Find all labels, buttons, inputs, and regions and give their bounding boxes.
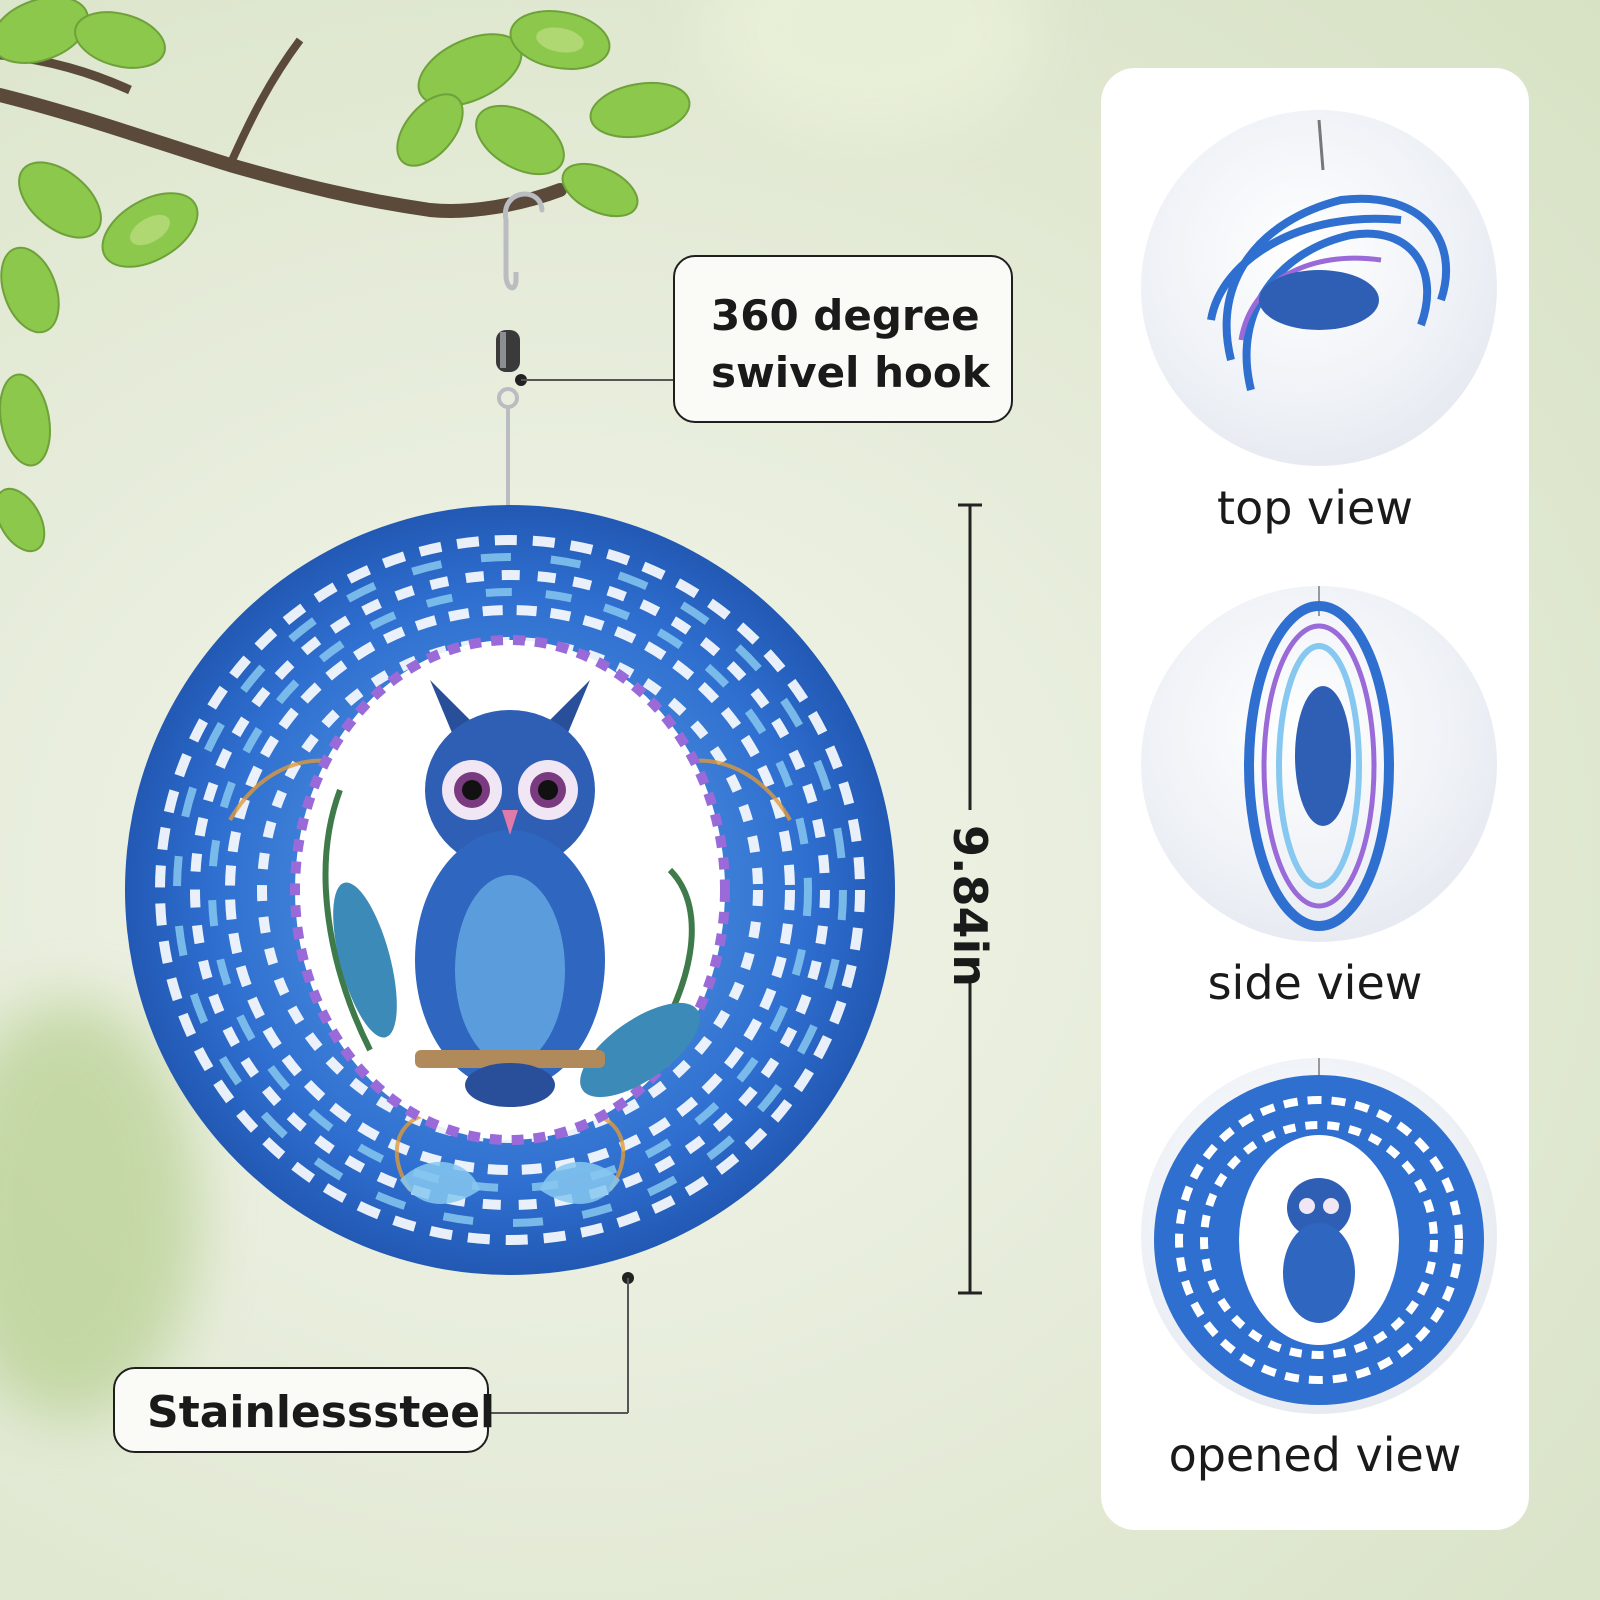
opened-view-image bbox=[1141, 1058, 1497, 1414]
callout-hook-line2: swivel hook bbox=[711, 348, 990, 397]
height-dimension-line bbox=[958, 503, 982, 1295]
spinner-lower-waves bbox=[400, 1161, 620, 1204]
blurred-foliage-bottom-left bbox=[0, 1000, 200, 1420]
branch bbox=[0, 88, 567, 218]
height-dimension-label: 9.84in bbox=[943, 825, 997, 988]
material-connector-line bbox=[480, 1272, 634, 1414]
material-callout: Stainlesssteel bbox=[113, 1367, 495, 1453]
callout-hook-line1: 360 degree bbox=[711, 291, 980, 340]
material-label: Stainlesssteel bbox=[147, 1387, 496, 1438]
opened-view-label: opened view bbox=[1168, 1428, 1462, 1482]
swivel-hook bbox=[496, 191, 545, 510]
side-view-label: side view bbox=[1207, 956, 1423, 1010]
swivel-hook-callout: 360 degree swivel hook bbox=[673, 255, 1013, 423]
owl-figure bbox=[322, 680, 700, 1107]
top-view-label: top view bbox=[1217, 481, 1413, 535]
owl-wind-spinner bbox=[125, 505, 895, 1275]
hook-connector-line bbox=[515, 374, 675, 386]
side-view-image bbox=[1141, 586, 1497, 942]
top-view-image bbox=[1141, 110, 1497, 466]
views-panel: top view side view opened view bbox=[1101, 68, 1529, 1530]
branch-with-leaves bbox=[0, 0, 691, 553]
